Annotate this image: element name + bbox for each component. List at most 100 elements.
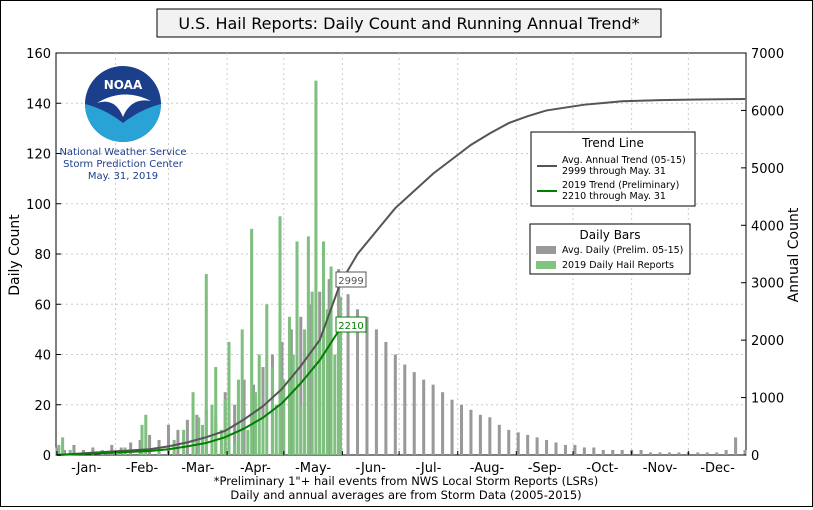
right-tick-label: 7000 [751,47,784,62]
avg-daily-bar [261,367,265,455]
2019-daily-bar [325,309,329,455]
month-axis-ticks: -Jan- -Feb- -Mar- -Apr- -May- -Jun- -Jul- -Aug-… [56,451,735,476]
avg-daily-bar [563,444,567,455]
avg-daily-bar [573,444,577,455]
month-label: -Jul- [416,461,442,476]
avg-daily-bar [724,449,728,455]
month-label: -Sep- [528,461,562,476]
2019-daily-bar [68,449,72,455]
avg-daily-bar [469,409,473,455]
month-label: -Jun- [356,461,387,476]
2019-daily-bar [314,80,318,455]
right-tick-label: 2000 [751,334,784,349]
avg-daily-bar [620,449,624,455]
2019-daily-bar [287,316,291,455]
2019-daily-bar [321,241,326,455]
2019-daily-bar [253,392,257,455]
avg-daily-bar [403,364,407,455]
2019-daily-bar [191,392,195,455]
2019-daily-bar [261,417,265,455]
avg-daily-bar [677,452,681,455]
month-label: -Aug- [470,461,505,476]
2019-daily-bar [204,274,208,455]
2019-daily-bar [306,236,310,455]
y2-axis-label: Annual Count [786,207,802,302]
avg-daily-bar [696,452,700,455]
trend-legend-title: Trend Line [581,136,644,150]
avg-daily-bar [327,279,331,455]
legend-2019-daily-swatch [536,261,556,269]
2019-daily-bar [310,291,314,455]
avg-daily-bar [91,447,95,455]
avg-daily-bar [658,452,662,455]
annotation-2999-text: 2999 [338,276,363,287]
avg-daily-bar [488,417,492,455]
avg-daily-bar [346,294,350,455]
trend-lines [56,97,746,456]
avg-daily-bar [138,439,142,455]
left-tick-label: 160 [26,47,51,62]
avg-daily-bar [374,329,378,455]
avg-daily-bar [507,429,511,455]
avg-daily-bar [743,449,747,455]
legend-avg-daily-swatch [536,246,556,254]
2019-daily-bar [236,379,240,455]
avg-daily-bar [62,449,67,455]
legend-avg-trend-line-1: Avg. Annual Trend (05-15) [562,155,686,166]
avg-daily-bar [384,341,388,455]
avg-daily-bar [734,437,738,455]
2019-daily-bars [57,80,343,455]
month-label: -Dec- [700,461,735,476]
2019-daily-bar [214,367,218,455]
2019-daily-bar [210,404,214,455]
avg-daily-bar [450,399,454,455]
right-tick-label: 0 [751,449,759,464]
2019-daily-bar [57,444,61,455]
2019-daily-bar [338,296,343,455]
annotation-2210: 2210 [335,316,367,333]
avg-daily-bar [129,442,133,455]
2019-daily-bar [274,404,278,455]
2019-daily-bar [140,424,144,455]
2019-daily-bar [318,341,322,455]
logo-line-2: Storm Prediction Center [63,159,184,170]
footnote-2: Daily and annual averages are from Storm… [230,488,581,502]
avg-daily-bar [195,414,199,455]
2019-daily-bar [223,399,227,455]
avg-daily-bar [459,404,464,455]
avg-daily-bar [478,414,482,455]
avg-daily-bar [308,304,312,455]
2019-daily-bar [337,319,341,455]
2019-daily-bar [240,329,244,455]
2019-daily-bar [157,447,161,455]
avg-daily-bar [535,437,539,455]
right-axis-ticks: 0 1000 2000 3000 4000 5000 6000 7000 [741,47,784,464]
logo-line-1: National Weather Service [59,147,186,158]
2019-daily-bar [303,329,307,455]
noaa-logo-water [85,104,161,142]
2019-daily-bar [278,216,282,455]
avg-daily-bar [545,439,549,455]
avg-daily-bar [497,424,501,455]
month-label: -Nov- [643,461,678,476]
2019-trend-line [56,327,342,456]
title-box [156,8,662,38]
avg-daily-bar [667,452,671,455]
logo-line-3: May. 31, 2019 [88,171,158,182]
month-label: -Jan- [71,461,101,476]
avg-daily-bar [299,316,303,455]
2019-daily-bar [61,437,65,455]
2019-daily-bar [250,228,254,455]
left-tick-label: 100 [26,198,51,213]
noaa-logo-bird [97,94,151,117]
avg-daily-bar [356,309,360,455]
2019-daily-bar [333,354,337,455]
avg-daily-bar [110,444,114,455]
avg-daily-bar [72,444,76,455]
2019-daily-bar [219,429,223,455]
bars-legend-title: Daily Bars [580,228,641,242]
2019-daily-bar [299,404,303,455]
noaa-logo: NOAA National Weather Service Storm Pred… [59,66,187,182]
